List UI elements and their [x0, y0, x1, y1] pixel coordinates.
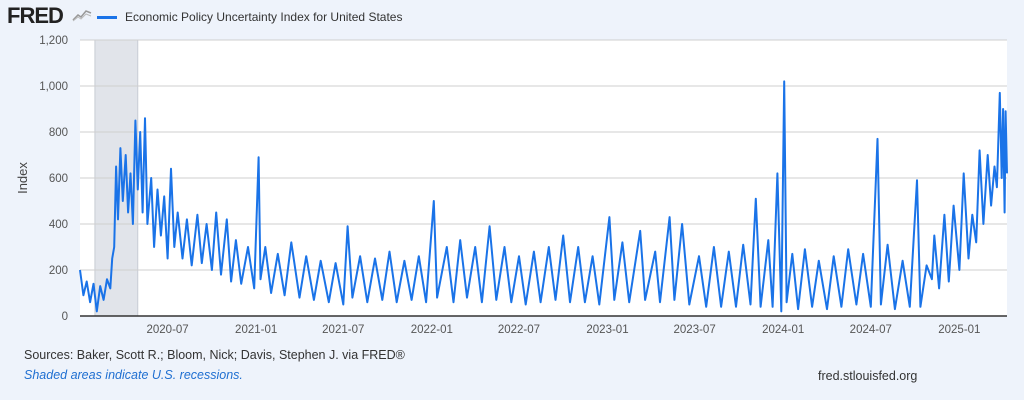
x-tick-label: 2023-07 [674, 324, 716, 336]
y-tick-label: 200 [49, 265, 68, 277]
y-axis-label: Index [15, 162, 30, 194]
site-link[interactable]: fred.stlouisfed.org [818, 369, 918, 383]
legend: Economic Policy Uncertainty Index for Un… [97, 10, 402, 24]
legend-label: Economic Policy Uncertainty Index for Un… [125, 10, 403, 24]
x-tick-label: 2020-07 [146, 324, 188, 336]
chart-line-icon [72, 10, 92, 22]
series-line [79, 80, 1008, 313]
x-tick-label: 2021-01 [235, 324, 277, 336]
y-tick-label: 800 [49, 127, 68, 139]
x-tick-label: 2023-01 [586, 324, 628, 336]
fred-logo[interactable]: FRED [7, 3, 64, 28]
y-tick-label: 1,000 [39, 81, 68, 93]
legend-swatch [97, 15, 117, 19]
x-tick-label: 2024-01 [762, 324, 804, 336]
y-tick-label: 1,200 [39, 35, 68, 47]
y-tick-label: 0 [62, 311, 68, 323]
y-tick-label: 600 [49, 173, 68, 185]
recession-note[interactable]: Shaded areas indicate U.S. recessions. [24, 368, 243, 382]
sources-text: Sources: Baker, Scott R.; Bloom, Nick; D… [24, 348, 405, 362]
x-tick-label: 2024-07 [850, 324, 892, 336]
y-tick-label: 400 [49, 219, 68, 231]
chart: 0 200 400 600 800 1,000 1,200 2020-07 2021-01 202… [15, 35, 1008, 336]
x-tick-label: 2025-01 [938, 324, 980, 336]
x-tick-label: 2021-07 [322, 324, 364, 336]
x-tick-label: 2022-07 [498, 324, 540, 336]
x-tick-label: 2022-01 [411, 324, 453, 336]
